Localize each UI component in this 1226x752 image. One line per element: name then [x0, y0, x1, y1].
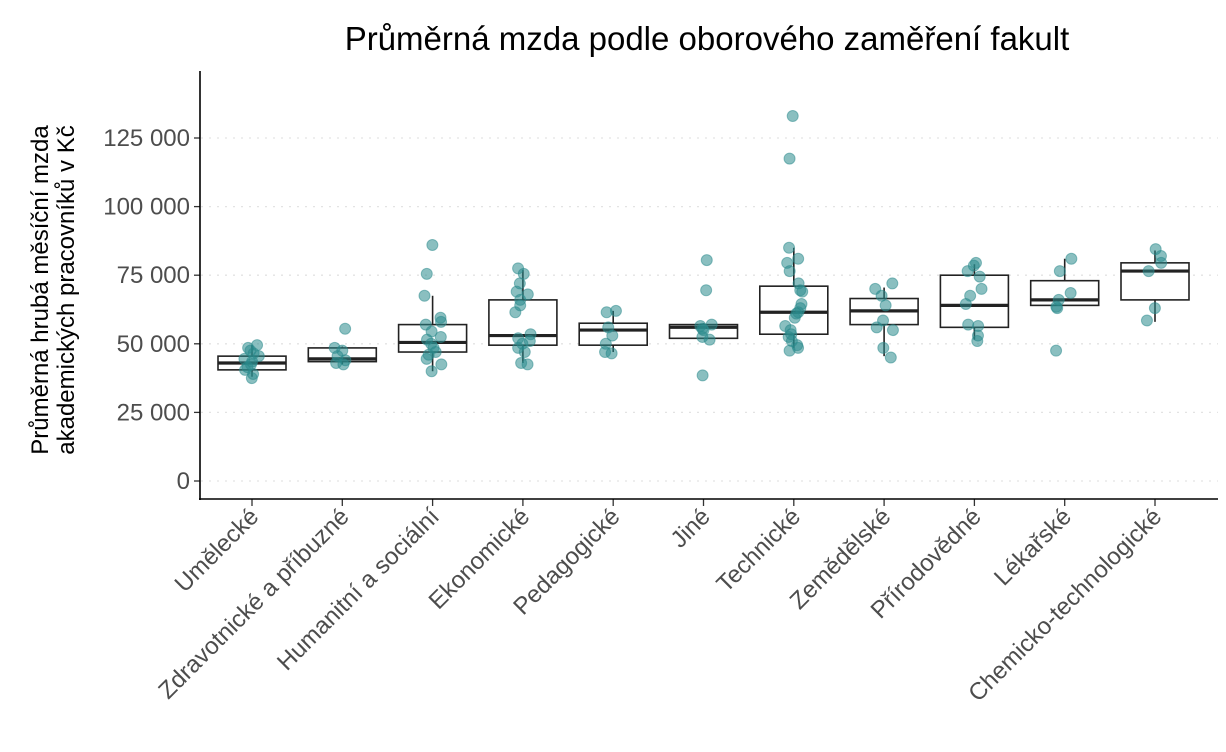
data-point — [434, 330, 447, 343]
data-point — [518, 346, 531, 359]
box-iqr — [939, 274, 1010, 329]
data-point — [418, 289, 431, 302]
data-point — [783, 265, 796, 278]
data-point — [425, 365, 438, 378]
data-point — [1050, 344, 1063, 357]
data-point — [1051, 302, 1064, 315]
x-tick-label: Lékařské — [989, 503, 1077, 591]
data-point — [961, 265, 974, 278]
data-point — [696, 369, 709, 382]
data-point — [420, 267, 433, 280]
boxes — [217, 247, 1190, 377]
data-point — [1064, 287, 1077, 300]
box-iqr — [1120, 262, 1190, 301]
data-point — [339, 322, 352, 335]
data-point — [783, 152, 796, 165]
data-point — [788, 311, 801, 324]
data-point — [783, 241, 796, 254]
box-8 — [939, 264, 1010, 340]
data-point — [700, 284, 713, 297]
data-point — [1148, 302, 1161, 315]
data-point — [521, 358, 534, 371]
y-axis: 0 25 000 50 000 75 000 100 000 125 000 — [103, 125, 200, 495]
data-point — [786, 110, 799, 123]
data-point — [973, 270, 986, 283]
data-point — [509, 306, 522, 319]
data-point — [435, 315, 448, 328]
box-9 — [1029, 258, 1100, 307]
data-point — [886, 277, 899, 290]
data-point — [783, 344, 796, 357]
data-point — [1140, 314, 1153, 327]
data-point — [1053, 265, 1066, 278]
data-point — [870, 321, 883, 334]
y-tick-label: 75 000 — [117, 262, 190, 289]
data-point — [971, 335, 984, 348]
data-point — [1142, 265, 1155, 278]
y-tick-label: 125 000 — [103, 125, 190, 152]
data-point — [1065, 252, 1078, 265]
x-tick-label: Jiné — [666, 503, 716, 553]
x-tick-label: Technické — [711, 503, 806, 598]
data-point — [251, 339, 264, 352]
data-point — [420, 352, 433, 365]
data-point — [1155, 256, 1168, 269]
chart-title: Průměrná mzda podle oborového zaměření f… — [345, 20, 1070, 57]
data-point — [962, 318, 975, 331]
x-tick-label: Humanitní a sociální — [272, 503, 445, 676]
data-point — [605, 347, 618, 360]
y-tick-label: 0 — [177, 468, 190, 495]
data-point — [879, 299, 892, 312]
data-point — [238, 352, 251, 365]
data-points — [238, 110, 1168, 385]
data-point — [426, 239, 439, 252]
data-point — [337, 358, 350, 371]
y-tick-label: 50 000 — [117, 331, 190, 358]
y-axis-label-line-1: Průměrná hrubá měsíční mzda — [27, 125, 54, 455]
data-point — [435, 358, 448, 371]
data-point — [700, 254, 713, 267]
data-point — [975, 282, 988, 295]
y-tick-label: 100 000 — [103, 194, 190, 221]
data-point — [792, 252, 805, 265]
data-point — [796, 285, 809, 298]
data-point — [703, 333, 716, 346]
y-axis-label-line-2: akademických pracovníků v Kč — [53, 125, 80, 454]
data-point — [877, 341, 890, 354]
data-point — [886, 324, 899, 337]
gridlines — [201, 137, 1218, 482]
y-tick-label: 25 000 — [117, 399, 190, 426]
data-point — [600, 306, 613, 319]
data-point — [959, 298, 972, 311]
data-point — [884, 351, 897, 364]
data-point — [606, 329, 619, 342]
x-tick-label: Umělecké — [170, 503, 265, 598]
